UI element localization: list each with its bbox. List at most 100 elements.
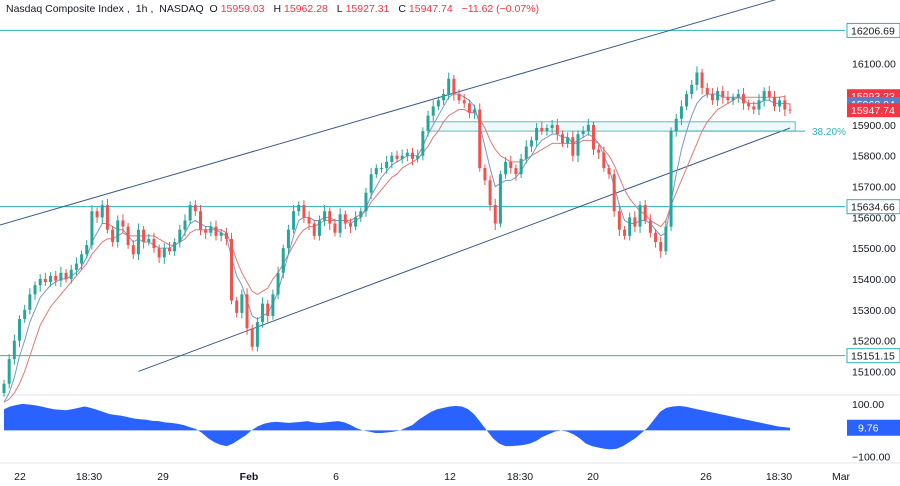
candle-body (167, 248, 171, 252)
candle-body (64, 272, 68, 279)
price-label: 15947.74 (851, 105, 895, 117)
candle-body (716, 91, 720, 101)
candle-body (276, 272, 280, 295)
y-tick-label: 15300.00 (852, 305, 896, 317)
candle-body (90, 211, 94, 246)
candle-body (710, 94, 714, 101)
candle-body (560, 134, 564, 144)
candle-body (162, 248, 166, 258)
candle-body (674, 118, 678, 132)
candle-body (416, 155, 420, 159)
oscillator-area (4, 403, 790, 450)
candle-body (571, 137, 575, 156)
candle-body (752, 106, 756, 110)
candle-body (514, 168, 518, 175)
osc-tick-label: −100.00 (852, 452, 890, 464)
candle-body (343, 214, 347, 224)
price-label-bg (847, 103, 900, 118)
x-tick-label: 18:30 (76, 471, 102, 483)
candle-body (488, 180, 492, 206)
candle-body (705, 87, 709, 95)
candle-body (550, 124, 554, 129)
candle-body (741, 94, 745, 104)
candle-body (18, 319, 22, 341)
x-tick-label: 6 (333, 471, 339, 483)
candle-body (147, 238, 151, 243)
symbol-name[interactable]: Nasdaq Composite Index (6, 3, 124, 15)
candle-body (586, 124, 590, 132)
candle-body (59, 272, 63, 281)
x-tick-label: Mar (832, 471, 851, 483)
interval-label[interactable]: 1h (135, 3, 148, 15)
candle-body (131, 245, 135, 255)
candle-body (576, 134, 580, 156)
candle-body (788, 109, 792, 111)
candle-body (240, 294, 244, 313)
candle-body (509, 161, 513, 169)
exchange-label: NASDAQ (159, 3, 204, 15)
candle-body (566, 137, 570, 144)
candle-body (266, 303, 270, 316)
candle-body (623, 229, 627, 236)
candle-body (581, 131, 585, 135)
candle-body (462, 100, 466, 104)
chart-header: Nasdaq Composite Index, 1h, NASDAQ O 1595… (6, 3, 540, 15)
candle-body (173, 242, 177, 252)
candle-body (28, 294, 32, 310)
ma-red-line (3, 95, 785, 403)
candle-body (426, 115, 430, 132)
candle-body (49, 275, 53, 283)
candle-body (721, 91, 725, 98)
candle-body (2, 383, 6, 393)
candle-body (209, 226, 213, 233)
candle-body (747, 103, 751, 107)
candle-body (199, 211, 202, 230)
candle-body (317, 220, 321, 236)
y-tick-label: 15200.00 (852, 336, 896, 348)
candle-body (12, 340, 16, 360)
candle-body (493, 205, 497, 224)
candle-body (597, 149, 601, 153)
candle-body (157, 248, 161, 258)
open-value: 15959.03 (220, 3, 265, 15)
y-tick-label: 15900.00 (852, 120, 896, 132)
y-tick-label: 16100.00 (852, 58, 896, 70)
candle-body (193, 205, 197, 212)
candle-body (43, 278, 47, 283)
candle-body (473, 109, 477, 113)
price-label: 15151.15 (851, 351, 895, 363)
candle-body (395, 155, 399, 159)
candle-body (292, 211, 296, 230)
candle-body (669, 131, 673, 227)
fib-zone (427, 121, 796, 132)
candle-body (555, 124, 559, 135)
candle-body (230, 238, 234, 301)
candle-body (628, 217, 632, 236)
osc-last-label: 9.76 (858, 423, 879, 435)
change-value: −11.62 (−0.07%) (461, 3, 540, 15)
candle-body (405, 152, 409, 156)
candle-body (297, 205, 301, 212)
candle-body (121, 220, 125, 227)
y-tick-label: 15800.00 (852, 151, 896, 163)
low-value: 15927.31 (345, 3, 390, 15)
candle-body (400, 155, 404, 159)
candle-body (731, 97, 735, 101)
candle-body (772, 97, 776, 107)
close-value: 15947.74 (408, 3, 453, 15)
candle-body (592, 124, 595, 150)
candle-body (136, 229, 140, 255)
fib-label: 38.20% (812, 127, 846, 138)
candle-body (359, 211, 363, 218)
candle-body (524, 146, 528, 159)
candle-body (700, 72, 704, 88)
candle-body (255, 322, 259, 347)
price-label: 15634.66 (851, 202, 895, 214)
x-tick-label: 12 (444, 471, 456, 483)
candle-body (452, 78, 456, 95)
candle-body (364, 192, 368, 212)
candle-body (643, 205, 647, 221)
channel-upper-line (0, 0, 777, 226)
candle-body (679, 106, 683, 119)
